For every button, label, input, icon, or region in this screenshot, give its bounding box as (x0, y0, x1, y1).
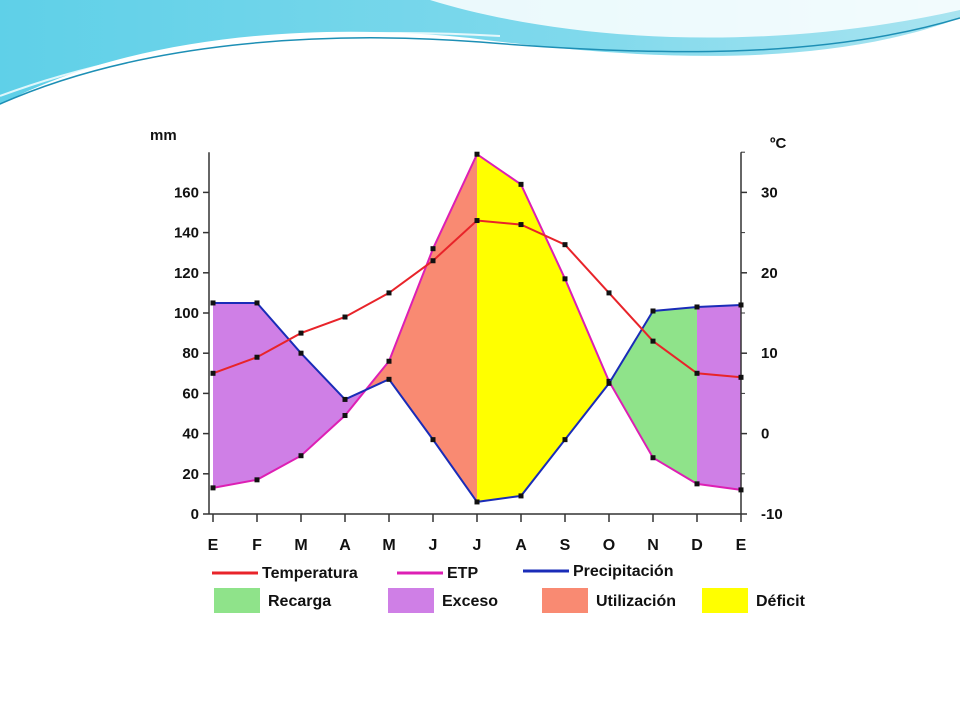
shaded-areas (213, 154, 741, 502)
data-point-precipitacion (210, 300, 216, 306)
x-tick-label: E (736, 537, 747, 554)
data-point-precipitacion (518, 493, 524, 499)
y-left-tick-label: 40 (182, 426, 199, 443)
y-left-tick-label: 100 (174, 305, 199, 322)
data-point-precipitacion (650, 308, 656, 314)
y-right-tick-label: 30 (761, 184, 778, 201)
data-point-etp (650, 455, 656, 461)
x-tick-label: N (647, 537, 659, 554)
legend-label-etp: ETP (447, 565, 478, 582)
legend-label-temperatura: Temperatura (262, 565, 358, 582)
legend-label-déficit: Déficit (756, 593, 806, 610)
slide-header-wave (0, 0, 960, 105)
x-tick-label: J (473, 537, 482, 554)
y-right-tick-label: -10 (761, 506, 783, 523)
x-tick-label: F (252, 537, 262, 554)
data-point-temperatura (386, 290, 392, 296)
data-point-temperatura (738, 374, 744, 380)
y-left-tick-label: 20 (182, 466, 199, 483)
x-tick-label: D (691, 537, 703, 554)
legend-swatch-utilización (542, 588, 588, 613)
y-left-tick-label: 60 (182, 385, 199, 402)
y-left-tick-label: 160 (174, 184, 199, 201)
data-point-precipitacion (254, 300, 260, 306)
data-point-etp (562, 276, 568, 282)
data-point-precipitacion (342, 396, 348, 402)
data-point-temperatura (342, 314, 348, 320)
data-point-etp (298, 453, 304, 459)
x-tick-label: E (208, 537, 219, 554)
data-point-etp (342, 413, 348, 419)
y-left-tick-label: 140 (174, 225, 199, 242)
data-point-temperatura (474, 218, 480, 224)
legend-swatch-déficit (702, 588, 748, 613)
data-point-temperatura (650, 338, 656, 344)
y-right-tick-label: 20 (761, 265, 778, 282)
y-right-label: ºC (770, 135, 786, 152)
y-left-tick-label: 120 (174, 265, 199, 282)
data-point-precipitacion (694, 304, 700, 310)
area-recarga (609, 307, 697, 484)
legend-label-precipitación: Precipitación (573, 563, 673, 580)
y-left-label: mm (150, 127, 177, 144)
data-point-temperatura (694, 370, 700, 376)
data-point-etp (518, 181, 524, 187)
series-lines (210, 151, 744, 505)
legend-label-utilización: Utilización (596, 593, 676, 610)
area-utilizacion (365, 154, 477, 502)
legend-label-exceso: Exceso (442, 593, 498, 610)
data-point-etp (430, 246, 436, 252)
legend-swatch-exceso (388, 588, 434, 613)
data-point-precipitacion (474, 499, 480, 505)
data-point-precipitacion (430, 437, 436, 443)
data-point-temperatura (430, 258, 436, 264)
data-point-etp (738, 487, 744, 493)
data-point-temperatura (518, 222, 524, 228)
data-point-precipitacion (738, 302, 744, 308)
x-tick-label: A (339, 537, 351, 554)
data-point-temperatura (254, 354, 260, 360)
area-exceso (213, 303, 366, 488)
x-tick-label: A (515, 537, 527, 554)
data-point-etp (254, 477, 260, 483)
y-left-tick-label: 80 (182, 345, 199, 362)
legend-swatch-recarga (214, 588, 260, 613)
x-tick-label: O (603, 537, 615, 554)
data-point-precipitacion (606, 380, 612, 386)
y-left-tick-label: 0 (191, 506, 199, 523)
y-right-tick-label: 10 (761, 345, 778, 362)
data-point-precipitacion (386, 376, 392, 382)
data-point-precipitacion (562, 437, 568, 443)
y-right-tick-label: 0 (761, 426, 769, 443)
data-point-temperatura (298, 330, 304, 336)
data-point-etp (694, 481, 700, 487)
data-point-precipitacion (298, 350, 304, 356)
data-point-temperatura (562, 242, 568, 248)
legend: Temperatura ETP Precipitación Recarga Exceso… (212, 563, 806, 613)
data-point-etp (474, 151, 480, 157)
x-tick-label: M (382, 537, 395, 554)
data-point-temperatura (210, 370, 216, 376)
axes: 0 20 40 60 80 100 120 140 160 -10 0 10 20 30 E F M A M J J A S… (174, 151, 783, 554)
data-point-etp (386, 358, 392, 364)
x-tick-label: J (429, 537, 438, 554)
data-point-etp (210, 485, 216, 491)
data-point-temperatura (606, 290, 612, 296)
x-tick-label: S (560, 537, 571, 554)
area-deficit (477, 154, 610, 502)
legend-label-recarga: Recarga (268, 593, 331, 610)
x-tick-label: M (294, 537, 307, 554)
area-exceso-end (697, 305, 741, 490)
